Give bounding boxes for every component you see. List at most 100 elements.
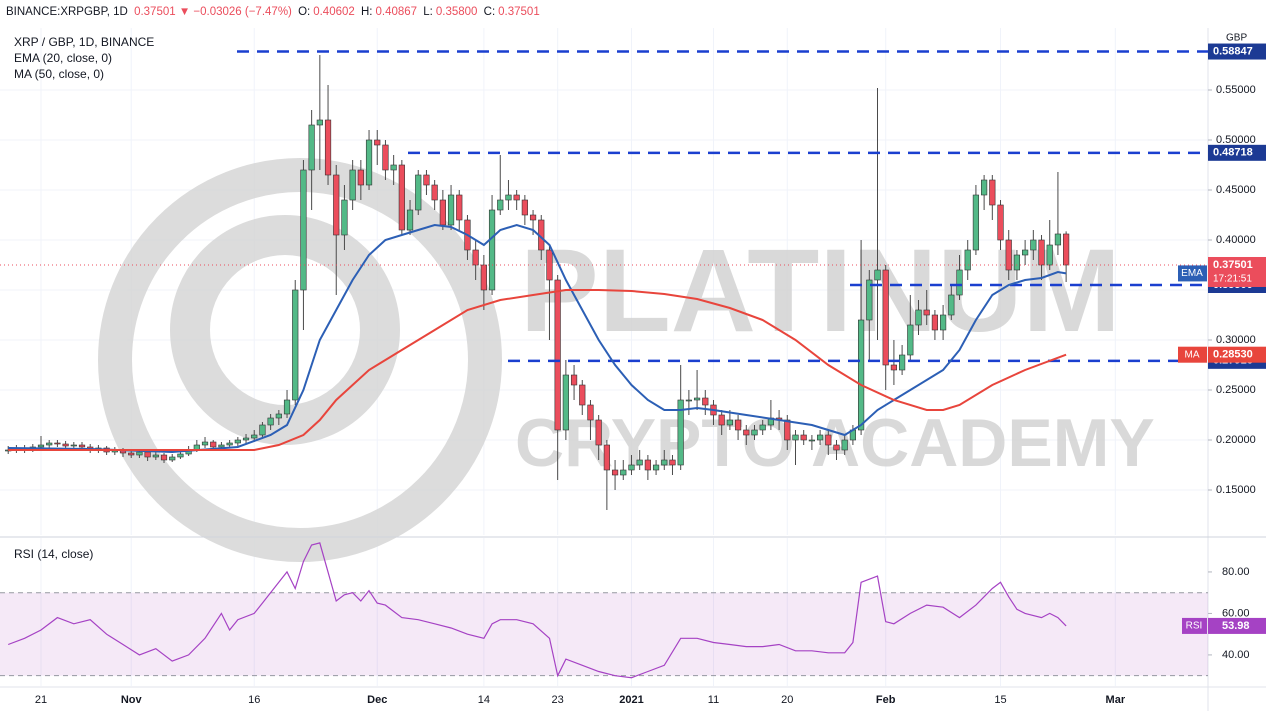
candle-body: [669, 459, 676, 466]
candle-body: [644, 459, 651, 471]
x-tick-label: Nov: [121, 694, 143, 706]
low-label: L:: [423, 6, 433, 18]
last-price-label: 0.37501: [1213, 259, 1253, 271]
candle-body: [70, 444, 77, 447]
candle-body: [62, 443, 69, 447]
candle-body: [283, 399, 291, 415]
candle-body: [997, 204, 1004, 241]
candle-body: [456, 194, 463, 221]
candle-body: [300, 169, 307, 291]
y-tick-label: 0.25000: [1216, 384, 1256, 396]
candle-body: [964, 249, 971, 271]
candle-body: [529, 214, 537, 221]
candle-body: [890, 364, 898, 371]
candle-body: [636, 459, 643, 466]
y-tick-label: 0.55000: [1216, 84, 1256, 96]
level-badge: [1208, 144, 1266, 161]
indicator-badge-name: EMA: [1181, 268, 1203, 279]
candle-body: [267, 417, 274, 426]
x-tick-label: Feb: [876, 694, 896, 706]
watermark-subtitle: CRYPTO ACADEMY: [515, 405, 1155, 481]
x-tick-label: 14: [478, 694, 490, 706]
x-tick-label: 16: [248, 694, 260, 706]
candle-body: [365, 139, 373, 186]
indicator-badge-tag: [1178, 265, 1207, 282]
candle-body: [899, 354, 906, 371]
candle-body: [152, 454, 159, 458]
y-tick-label: 0.40000: [1216, 234, 1256, 246]
candle-body: [931, 314, 939, 331]
y-tick-label: 80.00: [1222, 566, 1250, 578]
candle-body: [956, 269, 963, 296]
candle-body: [431, 184, 438, 201]
candle-body: [734, 419, 742, 431]
candle-body: [1063, 233, 1070, 266]
candle-body: [1005, 239, 1012, 271]
candle-body: [816, 434, 824, 441]
candle-body: [661, 459, 668, 466]
symbol-header: BINANCE:XRPGBP, 1D 0.37501 ▼ −0.03026 (−…: [6, 6, 543, 18]
candle-body: [275, 413, 282, 419]
x-tick-label: 23: [552, 694, 564, 706]
candle-body: [210, 441, 217, 448]
candle-body: [398, 164, 405, 231]
candle-body: [923, 309, 930, 316]
y-tick-label: 0.45000: [1216, 184, 1256, 196]
candle-body: [825, 434, 832, 446]
candle-body: [800, 434, 807, 441]
rsi-line: [7, 542, 1067, 679]
candle-body: [579, 384, 586, 406]
y-tick-label: 0.20000: [1216, 434, 1256, 446]
candle-body: [374, 139, 381, 146]
candle-body: [874, 269, 881, 281]
level-label: 0.48718: [1213, 147, 1253, 159]
rsi-badge-tag: [1182, 617, 1207, 634]
candle-body: [177, 453, 184, 458]
candle-body: [587, 404, 594, 421]
candle-body: [390, 164, 397, 171]
candle-body: [37, 444, 45, 448]
candle-body: [218, 444, 225, 448]
last-price-badge: [1208, 256, 1266, 287]
candle-body: [251, 434, 258, 439]
candle-body: [718, 414, 725, 426]
candle-body: [1013, 254, 1021, 271]
candle-body: [841, 439, 848, 451]
candle-body: [726, 419, 733, 426]
candle-body: [169, 456, 176, 461]
rsi-badge-value: 53.98: [1222, 620, 1250, 632]
candle-body: [595, 419, 602, 446]
watermark-coin: [170, 215, 400, 445]
candle-body: [546, 249, 553, 281]
candle-body: [759, 424, 766, 431]
candle-body: [144, 451, 151, 458]
x-tick-label: 20: [781, 694, 793, 706]
indicator-badge-tag: [1178, 346, 1207, 363]
candle-body: [882, 269, 889, 366]
candle-body: [554, 279, 561, 431]
x-tick-label: 2021: [619, 694, 643, 706]
candle-body: [447, 194, 455, 226]
watermark-ring: [98, 158, 502, 562]
candle-body: [349, 169, 356, 201]
candle-body: [521, 199, 528, 216]
candle-body: [1038, 239, 1045, 266]
candle-body: [472, 249, 479, 266]
x-tick-label: 21: [35, 694, 47, 706]
countdown: 17:21:51: [1213, 274, 1252, 285]
candle-body: [160, 454, 168, 461]
candle-body: [702, 397, 709, 406]
high-label: H:: [361, 6, 373, 18]
candle-body: [201, 441, 209, 446]
candle-body: [308, 124, 315, 171]
candle-body: [382, 144, 389, 171]
high-value: 0.40867: [375, 6, 418, 18]
candle-body: [907, 324, 914, 356]
candle-body: [743, 429, 750, 436]
candle-body: [46, 442, 53, 446]
candle-body: [1022, 249, 1029, 256]
candle-body: [1030, 239, 1037, 251]
candle-body: [136, 451, 143, 456]
candle-body: [603, 444, 610, 471]
candle-body: [792, 434, 799, 441]
